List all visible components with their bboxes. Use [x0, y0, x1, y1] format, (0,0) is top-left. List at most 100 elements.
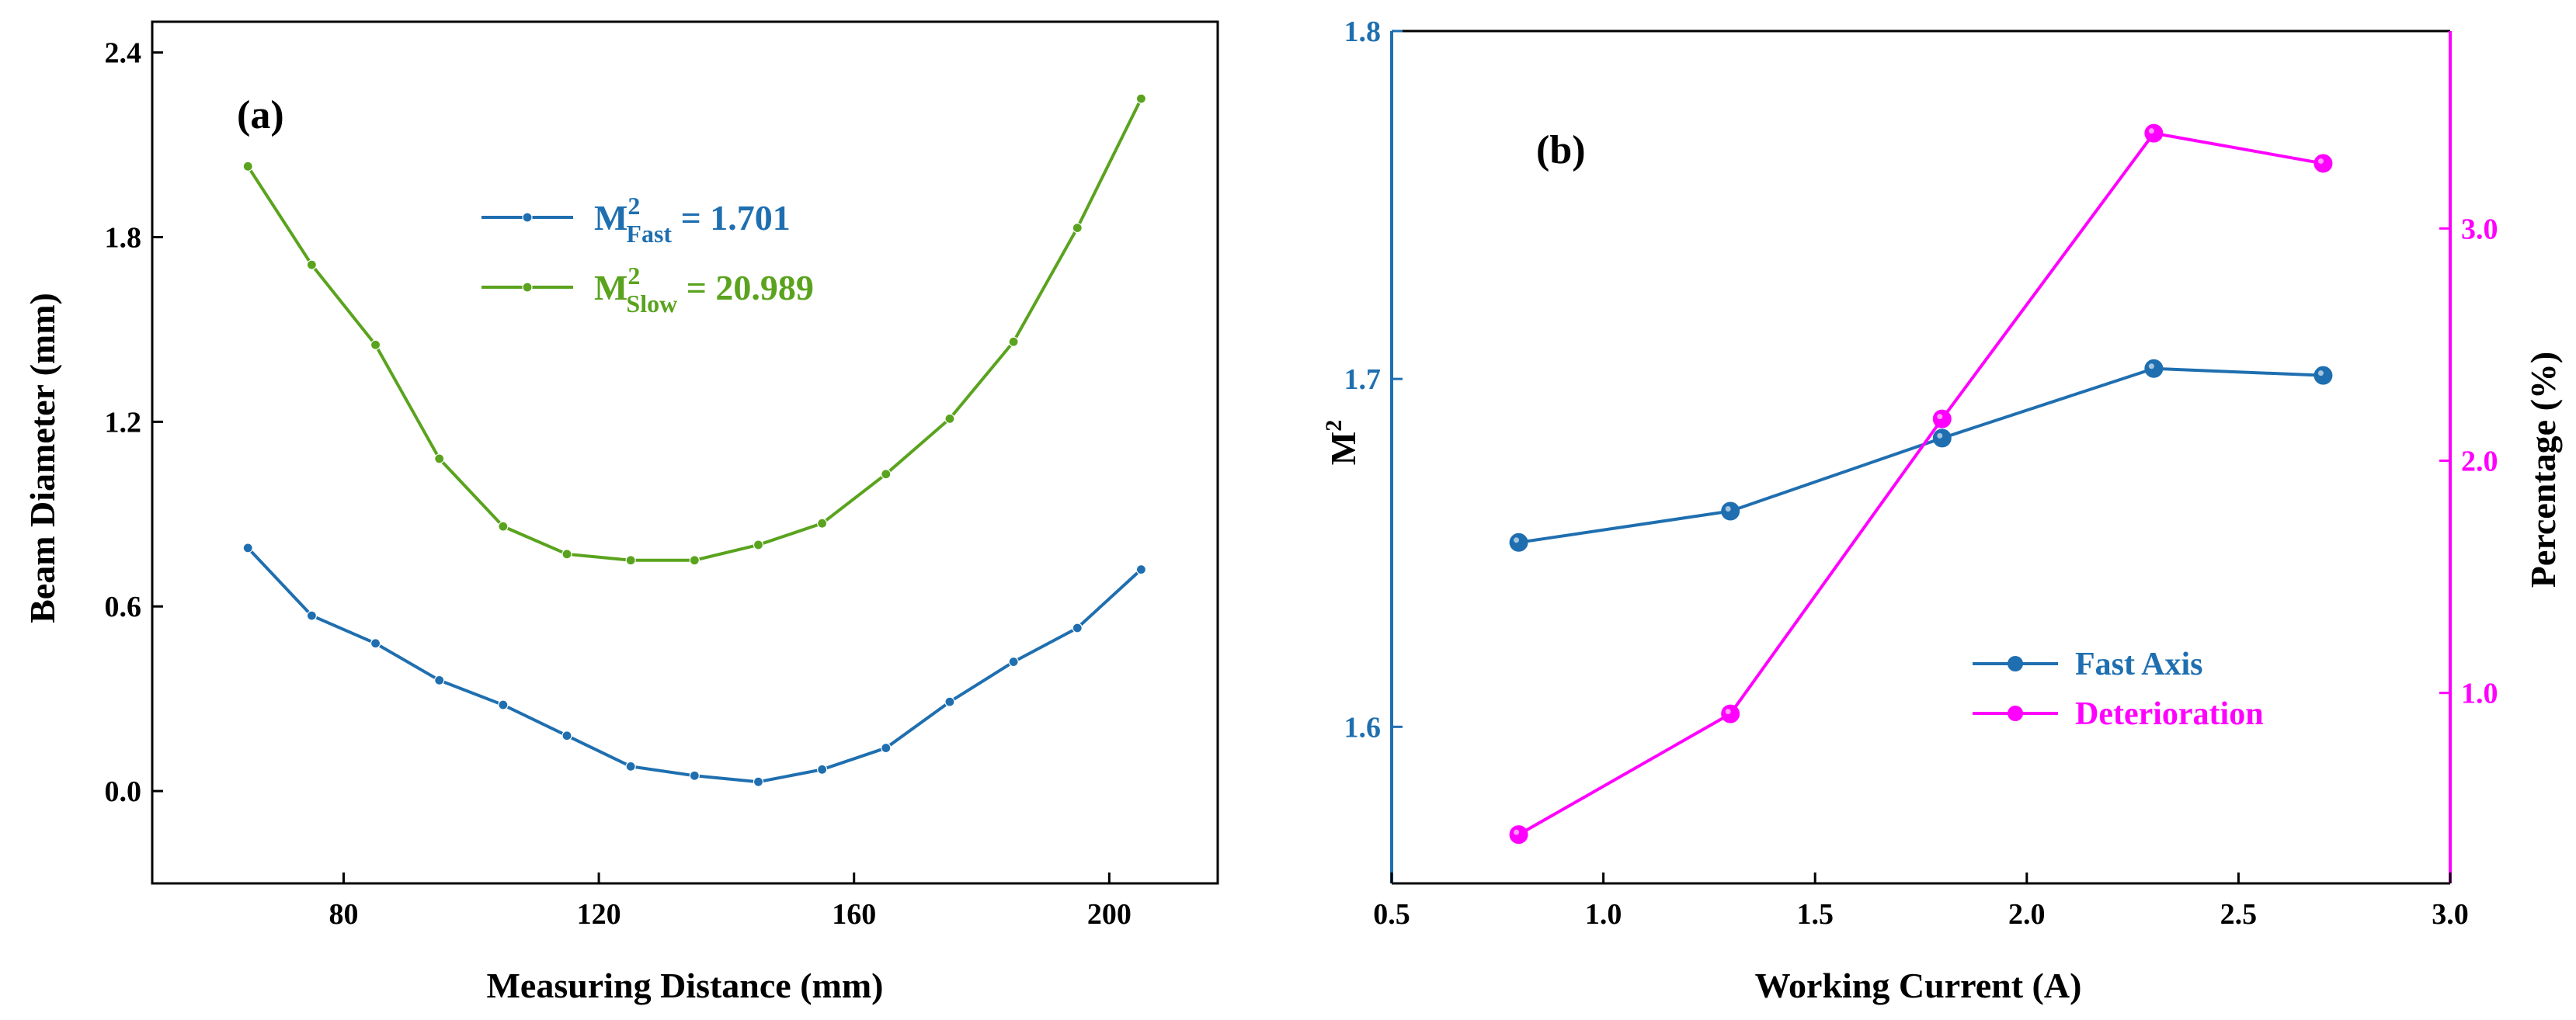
- data-point-highlight-deterioration: [2148, 128, 2154, 134]
- data-point-highlight-fast-axis: [2148, 363, 2154, 369]
- legend-marker-1: [522, 282, 533, 293]
- x-tick-label-b: 3.0: [2432, 898, 2469, 931]
- data-point-fast-axis: [2144, 359, 2164, 378]
- y-ticks-a: 0.0 0.6 1.2 1.8 2.4: [105, 37, 163, 808]
- data-point-deterioration: [2314, 154, 2333, 173]
- data-point-fast-axis: [2314, 366, 2333, 385]
- data-point-m2-slow: [689, 555, 700, 566]
- plot-frame-a: [151, 20, 1219, 885]
- data-point-m2-slow: [370, 339, 381, 350]
- data-point-highlight-fast-axis: [1937, 432, 1943, 439]
- panel-b: 0.5 1.0 1.5 2.0 2.5 3.0 1.6 1.7 1.8 1.0 2.0 3.0 (…: [1321, 16, 2563, 1005]
- x-tick-label-a: 80: [329, 898, 358, 931]
- y-label-left-base: M: [1323, 432, 1363, 465]
- x-tick-label-b: 2.0: [2008, 898, 2046, 931]
- y-tick-label-a: 1.2: [105, 406, 142, 439]
- y-tick-label-a: 2.4: [105, 37, 142, 70]
- x-axis-label-b: Working Current (A): [1755, 966, 2082, 1005]
- x-ticks-a: 80 120 160 200: [329, 873, 1132, 931]
- data-point-fast-axis: [1509, 533, 1528, 552]
- y-axis-label-right-b: Percentage (%): [2523, 352, 2563, 588]
- data-point-deterioration: [1721, 704, 1740, 723]
- legend-label-b-0: Fast Axis: [2075, 647, 2203, 682]
- data-point-m2-fast: [434, 675, 445, 685]
- x-axis-label-a: Measuring Distance (mm): [486, 966, 883, 1005]
- data-point-highlight-fast-axis: [2317, 370, 2324, 376]
- data-point-m2-fast: [625, 761, 636, 772]
- data-point-m2-fast: [1135, 564, 1147, 575]
- data-point-fast-axis: [1721, 501, 1740, 521]
- series-line-m2-slow: [246, 98, 1143, 562]
- data-point-m2-slow: [242, 161, 253, 172]
- data-point-m2-fast: [1008, 656, 1019, 668]
- data-point-highlight-deterioration: [1937, 414, 1943, 420]
- legend-sup: 2: [627, 262, 640, 290]
- data-point-m2-slow: [434, 453, 445, 464]
- data-point-m2-fast: [242, 543, 253, 553]
- x-tick-label-b: 1.0: [1585, 898, 1622, 931]
- panel-label-b: (b): [1536, 128, 1586, 172]
- legend-base: M: [594, 268, 627, 307]
- data-point-m2-slow: [944, 413, 955, 424]
- y-tick-label-right-b: 1.0: [2461, 678, 2498, 710]
- data-point-m2-slow: [753, 539, 764, 550]
- data-point-fast-axis: [1932, 428, 1952, 448]
- data-point-m2-fast: [498, 699, 509, 710]
- legend-sup: 2: [627, 192, 640, 220]
- legend-b: Fast Axis Deterioration: [1973, 647, 2264, 732]
- data-point-m2-fast: [370, 638, 381, 649]
- y-axis-label-left-b: M2: [1321, 420, 1363, 465]
- x-tick-label-b: 0.5: [1373, 898, 1410, 931]
- x-tick-label-a: 200: [1087, 898, 1132, 931]
- data-point-highlight-deterioration: [2317, 158, 2324, 165]
- y-ticks-left-b: 1.6 1.7 1.8: [1344, 16, 1403, 744]
- data-point-highlight-fast-axis: [1514, 537, 1520, 543]
- data-point-m2-slow: [817, 518, 828, 529]
- legend-label-1: M2 Slow = 20.989: [594, 262, 814, 317]
- y-tick-label-right-b: 3.0: [2461, 213, 2498, 245]
- data-point-m2-fast: [689, 770, 700, 781]
- data-point-highlight-fast-axis: [1725, 505, 1731, 512]
- legend-marker-0: [522, 212, 533, 223]
- legend-value: = 20.989: [677, 268, 814, 307]
- data-point-highlight-deterioration: [1514, 829, 1520, 835]
- data-point-deterioration: [1509, 825, 1528, 845]
- legend-label-b-1: Deterioration: [2075, 696, 2264, 732]
- data-point-m2-fast: [944, 696, 955, 707]
- legend-marker-b-1: [2008, 706, 2023, 721]
- y-tick-label-left-b: 1.6: [1344, 711, 1382, 744]
- y-tick-label-a: 1.8: [105, 222, 142, 255]
- x-tick-label-a: 160: [832, 898, 876, 931]
- data-point-m2-fast: [817, 764, 828, 775]
- data-point-m2-slow: [1008, 336, 1019, 347]
- y-tick-label-left-b: 1.7: [1344, 363, 1382, 396]
- legend-marker-b-0: [2008, 656, 2023, 671]
- x-ticks-b: 0.5 1.0 1.5 2.0 2.5 3.0: [1373, 873, 2469, 931]
- data-point-m2-slow: [561, 549, 572, 560]
- x-tick-label-b: 2.5: [2220, 898, 2258, 931]
- data-point-deterioration: [1932, 409, 1952, 428]
- data-point-highlight-deterioration: [1725, 709, 1731, 715]
- y-axis-label-a: Beam Diameter (mm): [23, 293, 62, 623]
- data-point-m2-slow: [1135, 93, 1147, 104]
- data-point-m2-fast: [306, 610, 317, 621]
- data-point-m2-fast: [561, 730, 572, 741]
- y-tick-label-left-b: 1.8: [1344, 16, 1382, 48]
- y-tick-label-right-b: 2.0: [2461, 445, 2498, 477]
- data-point-m2-fast: [1072, 623, 1083, 633]
- data-point-m2-slow: [881, 469, 892, 480]
- legend-base: M: [594, 198, 627, 238]
- series-line-fast-axis: [1518, 366, 2324, 544]
- legend-sub: Slow: [626, 290, 677, 317]
- y-ticks-right-b: 1.0 2.0 3.0: [2439, 213, 2498, 710]
- legend-label-0: M2 Fast = 1.701: [594, 192, 791, 248]
- x-tick-label-b: 1.5: [1796, 898, 1834, 931]
- series-a: [242, 93, 1147, 787]
- legend-value: = 1.701: [672, 198, 791, 238]
- legend-sub: Fast: [626, 220, 672, 248]
- y-tick-label-a: 0.0: [105, 775, 142, 808]
- data-point-m2-slow: [625, 555, 636, 566]
- data-point-m2-fast: [753, 776, 764, 787]
